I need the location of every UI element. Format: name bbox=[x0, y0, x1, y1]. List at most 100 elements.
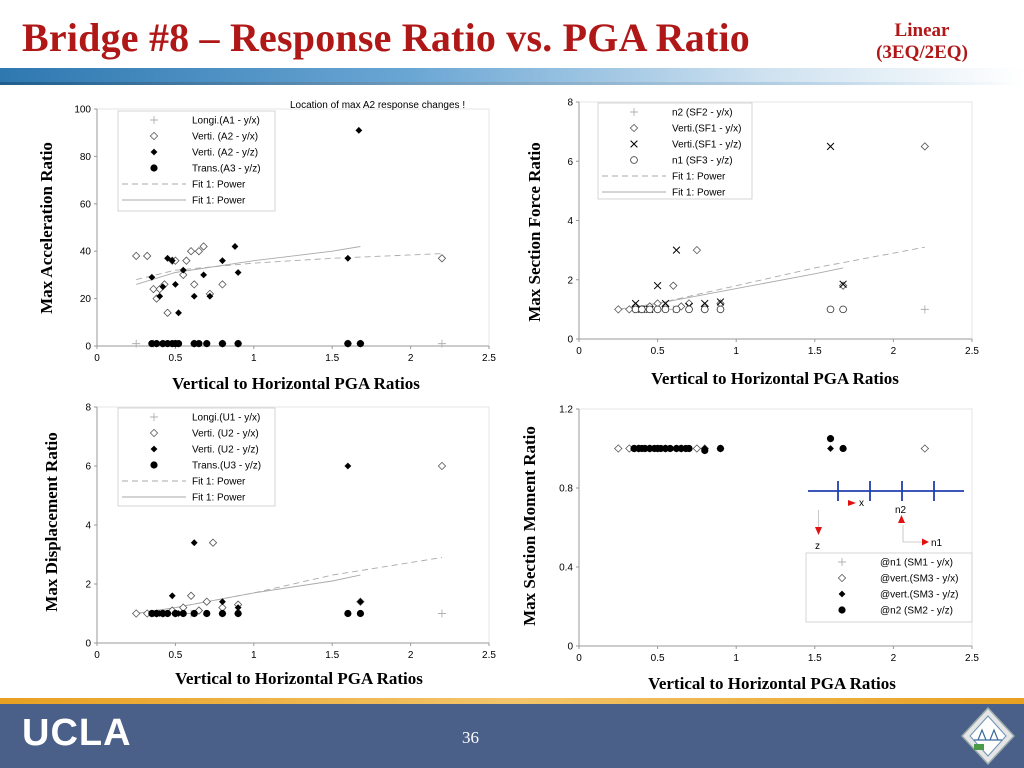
x-axis-label: Vertical to Horizontal PGA Ratios bbox=[651, 369, 899, 388]
data-point bbox=[179, 609, 187, 618]
x-tick-label: 0 bbox=[576, 346, 582, 357]
n2-label: n2 bbox=[895, 505, 907, 516]
data-point bbox=[152, 609, 161, 618]
y-tick-label: 80 bbox=[80, 152, 92, 163]
slide-title: Bridge #8 – Response Ratio vs. PGA Ratio bbox=[22, 15, 750, 60]
chart-moment: 0 0.5 1 1.5 2 2.5 0 0.4 0.8 1.2 Max Section Moment… bbox=[520, 405, 979, 694]
data-point bbox=[206, 292, 214, 300]
data-point bbox=[148, 273, 156, 281]
x-tick-label: 2 bbox=[891, 346, 897, 357]
data-point bbox=[614, 444, 623, 453]
y-tick-label: 0 bbox=[567, 335, 573, 346]
data-point bbox=[357, 598, 364, 606]
data-point bbox=[631, 299, 640, 308]
subtitle-line-1: Linear bbox=[894, 20, 950, 41]
fit-line-dashed bbox=[618, 246, 925, 310]
data-point bbox=[661, 299, 670, 308]
x-tick-label: 0.5 bbox=[651, 346, 665, 357]
legend-label: Fit 1: Power bbox=[672, 188, 726, 199]
data-point bbox=[200, 271, 208, 279]
legend-label: @n1 (SM1 - y/x) bbox=[880, 558, 953, 569]
legend-label: Fit 1: Power bbox=[192, 477, 246, 488]
data-point bbox=[344, 462, 352, 470]
y-tick-label: 40 bbox=[80, 247, 92, 258]
data-point bbox=[159, 283, 167, 291]
chart-force: 0 0.5 1 1.5 2 2.5 0 2 4 6 8 Max Section Force Ratio… bbox=[525, 98, 979, 389]
legend-marker bbox=[150, 461, 158, 469]
data-point bbox=[164, 254, 171, 262]
data-point bbox=[614, 305, 623, 314]
legend-label: n2 (SF2 - y/x) bbox=[672, 108, 733, 119]
y-tick-label: 1.2 bbox=[559, 405, 573, 416]
x-tick-label: 1.5 bbox=[808, 346, 822, 357]
legend-label: Verti.(SF1 - y/x) bbox=[672, 124, 741, 135]
data-point bbox=[234, 269, 242, 276]
legend-marker bbox=[630, 140, 638, 148]
n1-arrow-icon bbox=[922, 538, 929, 546]
data-point bbox=[219, 598, 226, 606]
y-axis-label: Max Displacement Ratio bbox=[42, 432, 61, 611]
y-tick-label: 0 bbox=[85, 639, 91, 650]
y-tick-label: 100 bbox=[74, 105, 91, 116]
legend-marker bbox=[630, 108, 638, 116]
data-point bbox=[179, 266, 187, 274]
chart-disp: 0 0.5 1 1.5 2 2.5 0 2 4 6 8 Max Displacement Ratio V… bbox=[42, 403, 496, 689]
x-tick-label: 1.5 bbox=[325, 353, 339, 364]
data-point bbox=[631, 305, 640, 314]
legend-label: Fit 1: Power bbox=[192, 493, 246, 504]
data-point bbox=[163, 609, 172, 618]
data-point bbox=[356, 609, 365, 618]
data-point bbox=[143, 251, 152, 261]
legend-label: @vert.(SM3 - y/z) bbox=[880, 590, 959, 601]
legend-box bbox=[117, 407, 276, 507]
y-tick-label: 2 bbox=[85, 580, 91, 591]
nees-seal-icon bbox=[960, 706, 1016, 766]
data-point bbox=[625, 305, 634, 314]
x-tick-label: 1 bbox=[733, 346, 739, 357]
z-label: z bbox=[815, 541, 820, 552]
data-point bbox=[839, 280, 847, 288]
x-tick-label: 0 bbox=[576, 653, 582, 664]
x-tick-label: 0 bbox=[94, 650, 100, 661]
data-point bbox=[685, 444, 693, 453]
legend-marker bbox=[150, 445, 158, 453]
y-tick-label: 20 bbox=[80, 294, 92, 305]
data-point bbox=[645, 305, 654, 314]
fit-line-solid bbox=[618, 267, 844, 310]
footer-accent-line bbox=[0, 698, 1024, 704]
x-tick-label: 0 bbox=[94, 353, 100, 364]
x-tick-label: 2.5 bbox=[482, 353, 496, 364]
legend-label: Trans.(A3 - y/z) bbox=[192, 164, 261, 175]
header-bar bbox=[0, 68, 1024, 82]
legend-marker bbox=[838, 590, 846, 598]
legend-marker bbox=[837, 573, 847, 583]
data-point bbox=[716, 305, 725, 314]
y-tick-label: 0 bbox=[85, 342, 91, 353]
x-tick-label: 2.5 bbox=[965, 346, 979, 357]
x-tick-label: 1.5 bbox=[325, 650, 339, 661]
data-point bbox=[132, 339, 141, 348]
x-tick-label: 0.5 bbox=[168, 650, 182, 661]
data-point bbox=[701, 299, 709, 308]
legend-marker bbox=[838, 606, 846, 614]
data-point bbox=[344, 609, 352, 618]
data-point bbox=[231, 243, 239, 250]
data-point bbox=[716, 444, 725, 453]
x-tick-label: 1 bbox=[251, 650, 257, 661]
data-point bbox=[190, 609, 198, 618]
subtitle-line-2: (3EQ/2EQ) bbox=[876, 42, 968, 63]
n2-arrow-icon bbox=[898, 515, 905, 523]
data-point bbox=[700, 305, 709, 314]
data-point bbox=[190, 280, 199, 289]
x-tick-label: 2.5 bbox=[482, 650, 496, 661]
legend: n2 (SF2 - y/x) Verti.(SF1 - y/x) Verti.(SF… bbox=[597, 102, 753, 200]
data-point bbox=[827, 445, 834, 452]
y-tick-label: 8 bbox=[85, 403, 91, 414]
x-tick-label: 2.5 bbox=[965, 653, 979, 664]
x-tick-label: 0.5 bbox=[651, 653, 665, 664]
legend: @n1 (SM1 - y/x) @vert.(SM3 - y/x) @vert.(S… bbox=[805, 552, 973, 623]
x-axis-label: Vertical to Horizontal PGA Ratios bbox=[175, 669, 423, 688]
data-point bbox=[716, 298, 725, 306]
z-arrow-icon bbox=[815, 527, 822, 535]
